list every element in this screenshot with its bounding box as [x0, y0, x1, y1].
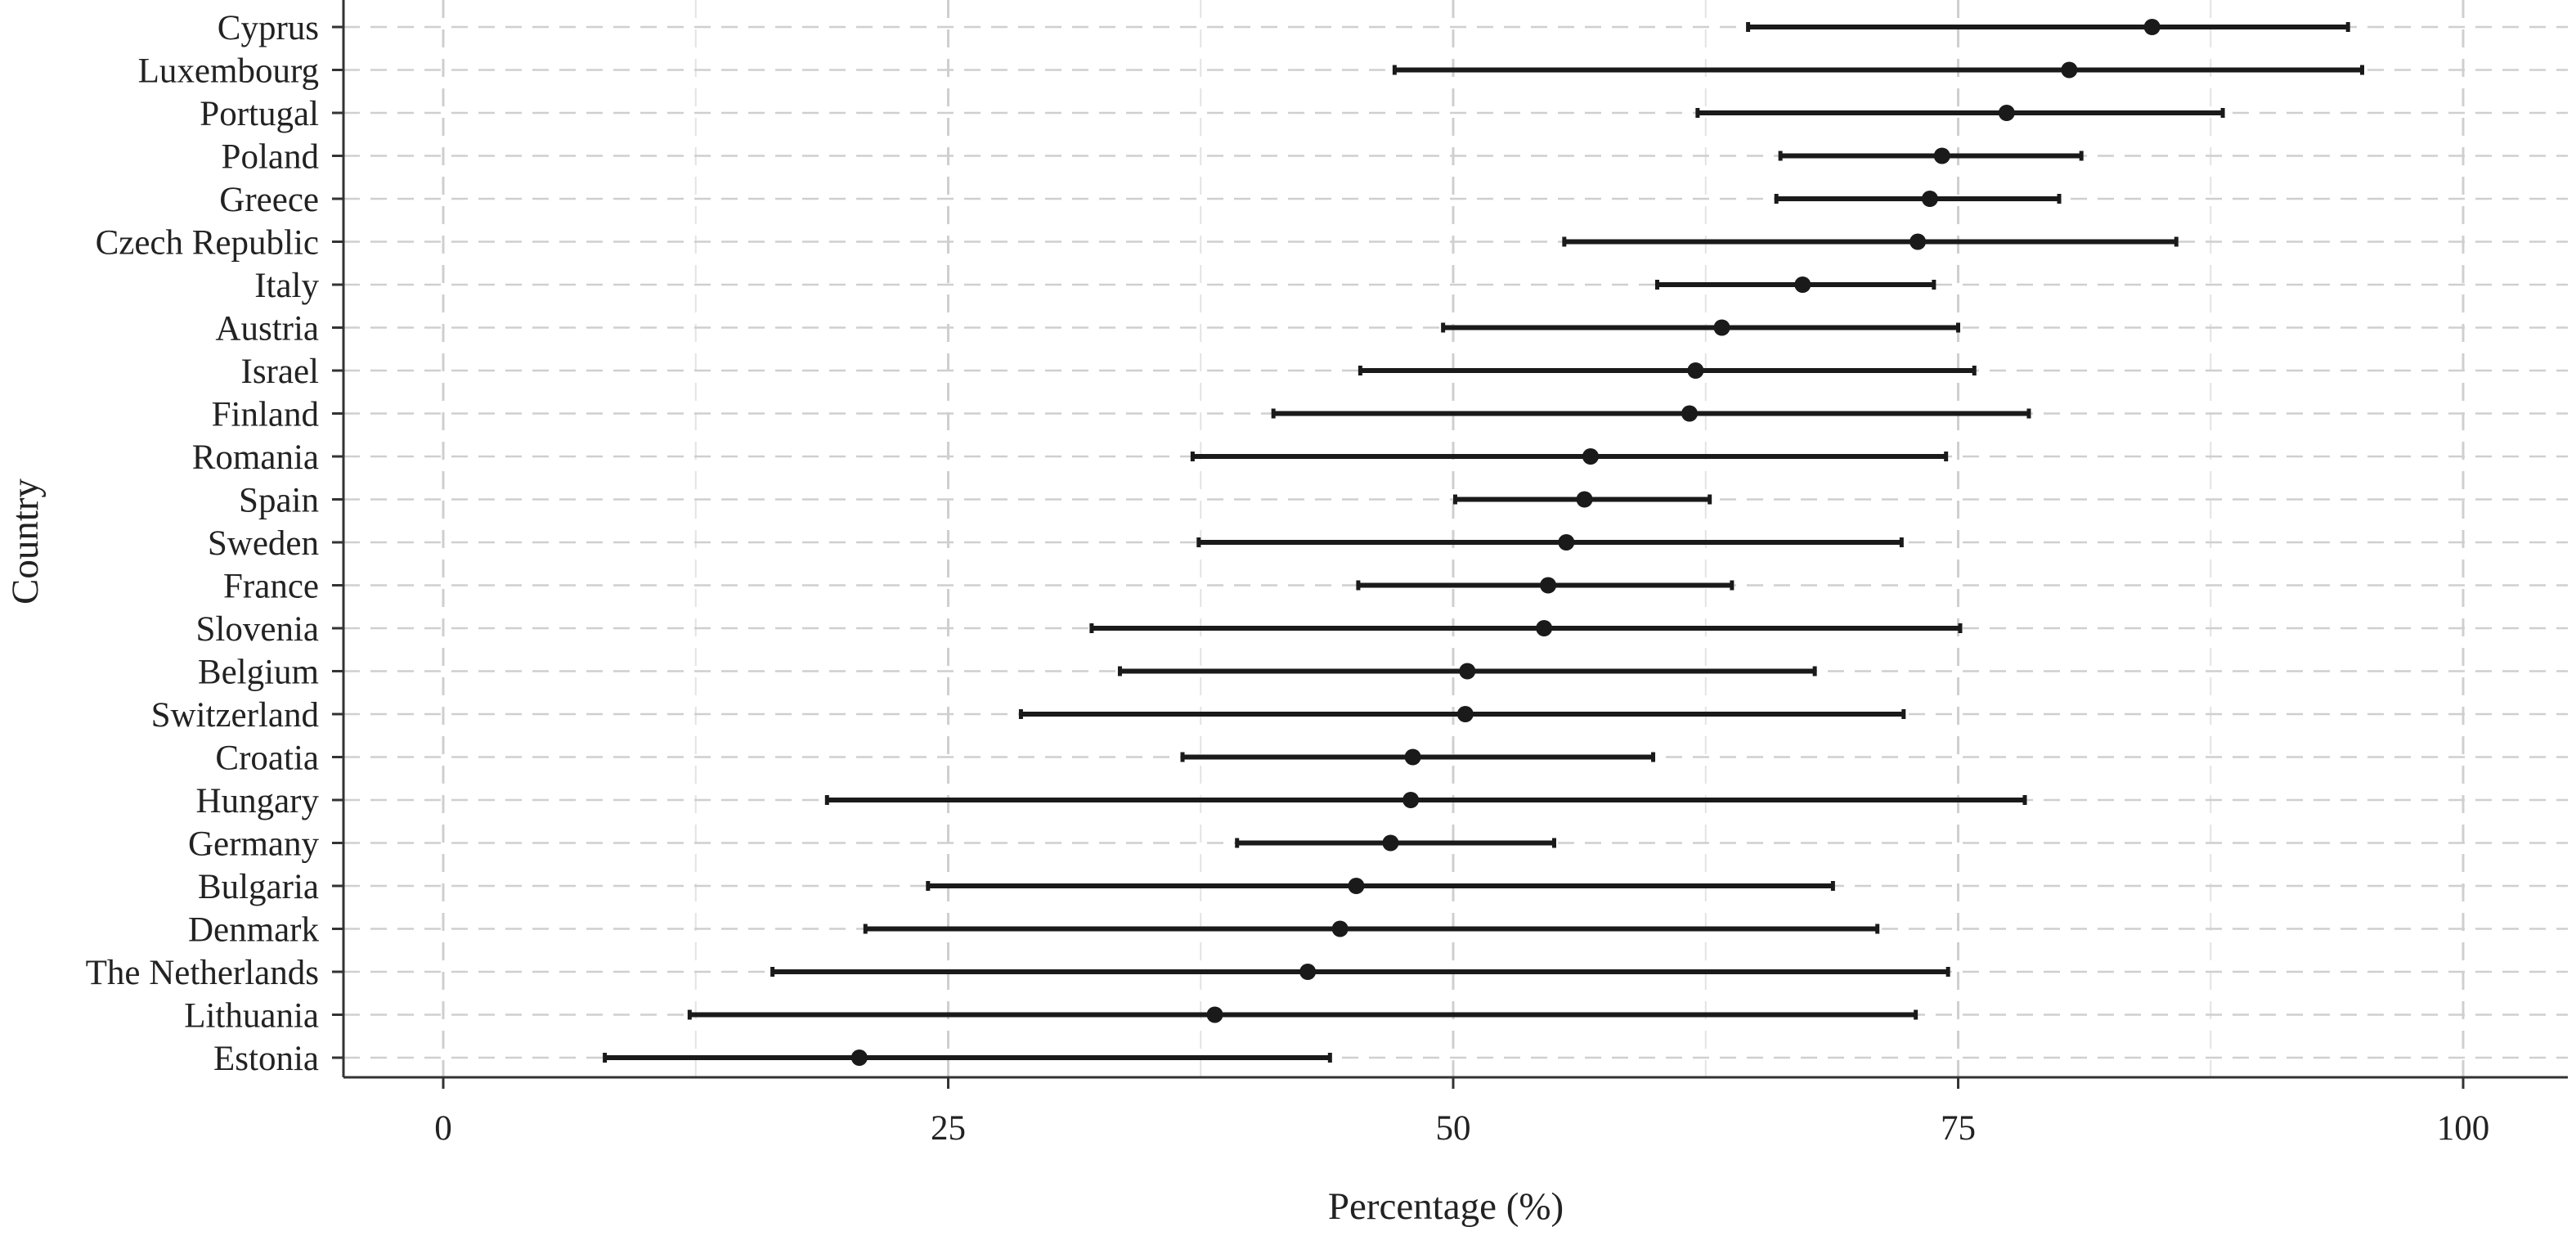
row-portugal [1695, 105, 2225, 121]
x-tick-label-25: 25 [931, 1109, 966, 1148]
country-label-italy: Italy [254, 267, 319, 305]
row-germany [1235, 834, 1556, 852]
row-switzerland [1018, 706, 1906, 722]
x-tick-label-0: 0 [434, 1109, 452, 1148]
point-spain [1576, 491, 1593, 508]
x-axis-ticks: 0 25 50 75 100 [434, 1077, 2489, 1148]
country-label-hungary: Hungary [196, 782, 320, 820]
point-czech-republic [1910, 233, 1927, 250]
row-romania [1190, 448, 1949, 465]
country-label-belgium: Belgium [198, 654, 319, 692]
row-poland [1778, 147, 2084, 164]
country-label-lithuania: Lithuania [184, 997, 319, 1036]
row-italy [1654, 276, 1936, 293]
point-italy [1794, 276, 1811, 293]
point-sweden [1558, 534, 1575, 551]
point-lithuania [1206, 1006, 1223, 1023]
point-greece [1921, 191, 1938, 207]
country-label-romania: Romania [192, 438, 319, 477]
point-israel [1687, 362, 1704, 379]
row-greece [1774, 191, 2062, 207]
row-spain [1452, 491, 1712, 508]
point-finland [1681, 405, 1698, 422]
x-tick-label-75: 75 [1941, 1109, 1976, 1148]
row-lithuania [687, 1006, 1919, 1023]
point-poland [1933, 147, 1950, 164]
row-austria [1441, 319, 1960, 336]
country-label-germany: Germany [188, 825, 319, 864]
row-croatia [1180, 748, 1656, 766]
point-hungary [1402, 792, 1420, 808]
country-label-finland: Finland [212, 396, 319, 434]
country-label-bulgaria: Bulgaria [198, 868, 319, 906]
point-portugal [1998, 105, 2015, 121]
estimate-rows [603, 19, 2364, 1066]
x-tick-label-100: 100 [2437, 1109, 2490, 1148]
point-belgium [1459, 663, 1476, 680]
country-label-slovenia: Slovenia [196, 610, 319, 649]
point-luxembourg [2061, 61, 2078, 79]
country-label-croatia: Croatia [215, 739, 319, 778]
row-israel [1358, 362, 1977, 379]
x-tick-label-50: 50 [1436, 1109, 1471, 1148]
point-the-netherlands [1299, 964, 1317, 980]
x-axis-title: Percentage (%) [1328, 1185, 1564, 1228]
row-hungary [824, 792, 2027, 808]
country-label-israel: Israel [241, 353, 320, 391]
country-label-cyprus: Cyprus [218, 9, 319, 47]
point-bulgaria [1348, 878, 1365, 894]
point-slovenia [1536, 620, 1553, 636]
row-slovenia [1089, 620, 1963, 636]
country-label-czech-republic: Czech Republic [96, 224, 319, 263]
point-romania [1582, 448, 1599, 465]
row-czech-republic [1562, 233, 2179, 250]
country-label-france: France [223, 568, 319, 606]
row-finland [1271, 405, 2031, 422]
point-france [1540, 577, 1557, 594]
row-denmark [863, 920, 1880, 937]
row-the-netherlands [770, 964, 1950, 980]
row-belgium [1117, 663, 1817, 680]
country-label-the-netherlands: The Netherlands [86, 954, 319, 992]
vertical-gridlines [442, 0, 2465, 1077]
country-label-estonia: Estonia [213, 1040, 319, 1078]
row-luxembourg [1392, 61, 2364, 79]
row-bulgaria [926, 878, 1835, 894]
point-cyprus [2143, 19, 2161, 35]
y-axis-ticks: Cyprus Luxembourg Portugal Poland Greece Czec… [86, 9, 343, 1078]
row-cyprus [1746, 19, 2350, 35]
country-label-spain: Spain [239, 482, 319, 520]
country-label-portugal: Portugal [200, 95, 319, 133]
row-sweden [1196, 534, 1904, 551]
point-estonia [850, 1049, 868, 1066]
y-axis-title: Country [4, 478, 47, 605]
country-label-switzerland: Switzerland [151, 696, 319, 735]
country-label-austria: Austria [215, 310, 319, 348]
country-label-denmark: Denmark [188, 911, 319, 950]
point-croatia [1404, 748, 1421, 766]
point-germany [1382, 834, 1399, 852]
country-label-luxembourg: Luxembourg [138, 52, 319, 91]
point-denmark [1331, 920, 1349, 937]
row-france [1356, 577, 1735, 594]
point-austria [1713, 319, 1730, 336]
point-switzerland [1456, 706, 1474, 722]
country-label-greece: Greece [219, 181, 319, 219]
row-estonia [603, 1049, 1332, 1066]
country-label-sweden: Sweden [208, 524, 319, 563]
country-label-poland: Poland [222, 138, 319, 177]
